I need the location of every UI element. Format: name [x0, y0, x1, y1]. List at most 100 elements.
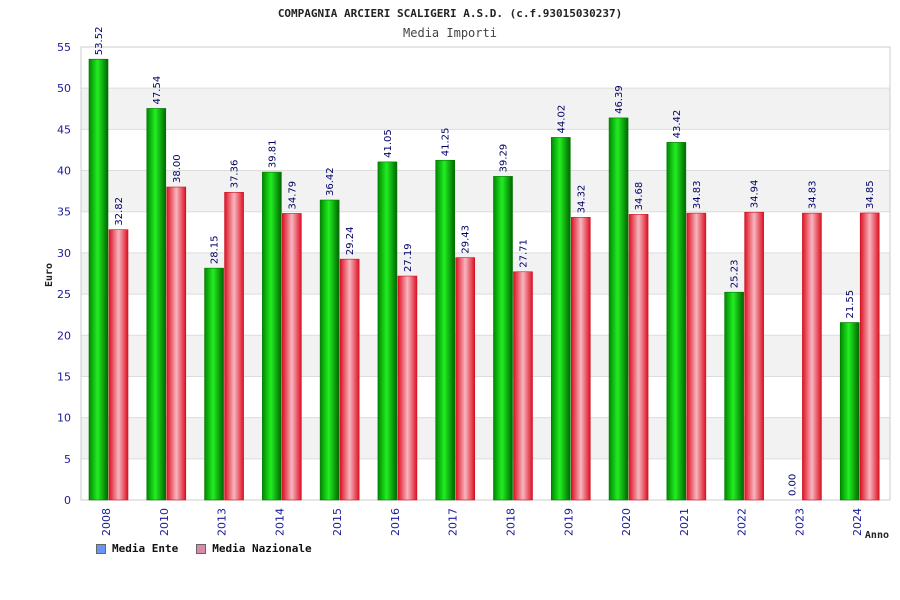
bar-media-ente [435, 159, 456, 501]
chart-subtitle: Media Importi [403, 26, 497, 40]
grid-band [81, 376, 890, 418]
bar-media-nazionale [166, 186, 187, 501]
data-label: 34.83 [692, 180, 703, 209]
data-label: 37.36 [230, 160, 241, 189]
bar-media-nazionale [802, 212, 822, 501]
data-label: 38.00 [172, 154, 183, 183]
data-label: 29.43 [461, 225, 472, 254]
data-label: 39.81 [267, 139, 278, 168]
bar-media-ente [146, 108, 167, 501]
x-tick-label: 2021 [678, 508, 691, 536]
value-labels: 53.52 32.82 47.54 38.00 28.15 37.36 39.81 34.79… [94, 27, 876, 496]
grid [80, 46, 891, 501]
data-label: 21.55 [845, 290, 856, 319]
bar-media-ente [724, 291, 744, 501]
legend-item-media-nazionale: Media Nazionale [196, 542, 312, 555]
data-label: 36.42 [325, 167, 336, 196]
y-tick-label: 0 [64, 494, 71, 507]
bar-media-ente [666, 142, 687, 501]
bar-media-ente [262, 171, 282, 501]
data-label: 41.25 [441, 128, 452, 157]
grid-band [81, 170, 890, 212]
bar-media-ente [493, 176, 513, 501]
data-label: 25.23 [730, 260, 741, 289]
data-label: 0.00 [787, 474, 798, 496]
grid-band [81, 211, 890, 253]
legend-item-media-ente: Media Ente [96, 542, 178, 555]
legend-swatch-media-ente [96, 543, 106, 554]
x-tick-label: 2008 [100, 508, 113, 536]
y-tick-label: 5 [64, 453, 71, 466]
grid-band [81, 294, 890, 336]
x-tick-label: 2019 [562, 508, 575, 536]
grid-band [81, 335, 890, 377]
bar-media-ente [377, 161, 398, 501]
data-label: 47.54 [152, 76, 163, 105]
y-tick-label: 25 [57, 288, 71, 301]
legend-label-media-nazionale: Media Nazionale [212, 542, 312, 555]
data-label: 27.19 [403, 243, 414, 272]
x-tick-label: 2014 [273, 508, 286, 536]
y-tick-label: 45 [57, 123, 71, 136]
x-tick-label: 2013 [216, 508, 229, 536]
bar-media-nazionale [282, 213, 302, 501]
bar-media-ente [608, 117, 629, 501]
bar-media-ente [204, 267, 224, 501]
bar-media-nazionale [513, 271, 533, 501]
bar-media-nazionale [397, 275, 418, 501]
data-label: 27.71 [519, 239, 530, 268]
y-tick-label: 10 [57, 412, 71, 425]
grid-band [81, 47, 890, 89]
bar-media-ente [319, 199, 340, 501]
y-axis-ticks: 0 5 10 15 20 25 30 35 40 45 50 55 [57, 41, 71, 507]
grid-band [81, 252, 890, 295]
y-tick-label: 15 [57, 370, 71, 383]
data-label: 53.52 [94, 27, 105, 56]
x-tick-label: 2010 [158, 508, 171, 536]
grid-band [81, 129, 890, 171]
x-tick-label: 2017 [447, 508, 460, 536]
data-label: 43.42 [672, 110, 683, 139]
y-tick-label: 30 [57, 247, 71, 260]
y-axis-label: Euro [44, 263, 55, 287]
bar-media-ente [550, 137, 571, 501]
x-tick-label: 2024 [851, 508, 864, 536]
bar-media-nazionale [455, 257, 476, 501]
data-label: 39.29 [499, 144, 510, 173]
legend-swatch-media-nazionale [196, 543, 207, 554]
legend: Media Ente Media Nazionale [96, 542, 312, 555]
data-label: 34.32 [576, 185, 587, 214]
bar-media-nazionale [628, 214, 649, 501]
data-label: 28.15 [210, 236, 221, 265]
legend-label-media-ente: Media Ente [112, 542, 179, 555]
data-label: 29.24 [345, 227, 356, 256]
bar-media-nazionale [339, 258, 360, 501]
grid-band [81, 458, 890, 500]
grid-band [81, 417, 890, 459]
plot-frame [80, 46, 891, 501]
x-tick-label: 2018 [505, 508, 518, 536]
data-label: 34.83 [807, 180, 818, 209]
bars [88, 58, 880, 501]
x-tick-label: 2023 [793, 508, 806, 536]
bar-media-nazionale [108, 229, 129, 501]
bar-media-nazionale [686, 212, 707, 501]
data-label: 32.82 [114, 197, 125, 226]
y-tick-label: 50 [57, 82, 71, 95]
y-tick-label: 20 [57, 329, 71, 342]
data-label: 46.39 [614, 85, 625, 114]
bar-media-nazionale [224, 191, 244, 501]
data-label: 34.68 [634, 182, 645, 211]
x-axis-label: Anno [865, 530, 889, 541]
data-label: 34.85 [865, 180, 876, 209]
grid-band [81, 88, 890, 130]
data-label: 34.79 [287, 181, 298, 210]
bar-media-ente [839, 322, 860, 501]
x-tick-label: 2016 [389, 508, 402, 536]
bar-media-nazionale [570, 217, 591, 501]
y-tick-label: 55 [57, 41, 71, 54]
y-tick-label: 35 [57, 206, 71, 219]
y-tick-label: 40 [57, 165, 71, 178]
x-tick-label: 2020 [620, 508, 633, 536]
